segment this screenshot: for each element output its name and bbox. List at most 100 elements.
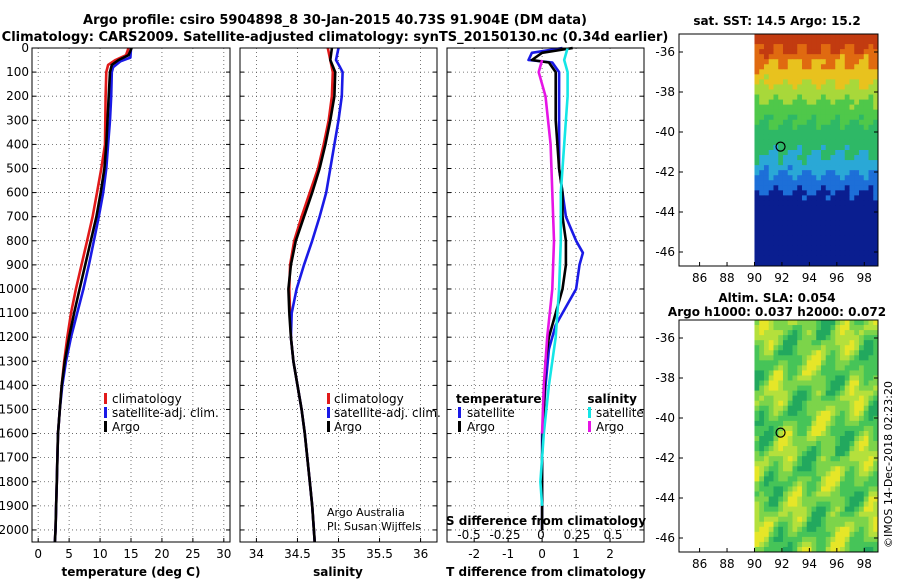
map-cell (806, 385, 812, 392)
map-cell (763, 330, 770, 336)
map-cell (849, 486, 855, 492)
map-cell (778, 260, 784, 267)
map-cell (768, 160, 774, 166)
map-cell (782, 496, 789, 502)
map-cell (811, 471, 817, 477)
map-cell (811, 144, 817, 151)
x-tick-label: 10 (92, 547, 107, 561)
map-cell (844, 486, 850, 492)
map-cell (797, 225, 803, 232)
map-cell (849, 210, 855, 216)
map-cell (825, 180, 831, 186)
map-cell (768, 541, 774, 548)
map-cell (754, 225, 760, 232)
map-cell (754, 200, 760, 206)
map-cell (873, 536, 879, 543)
map-cell (849, 39, 855, 45)
map-cell (792, 215, 798, 222)
map-cell (787, 129, 793, 136)
map-cell (844, 350, 850, 356)
map-cell (854, 390, 860, 397)
map-cell (811, 451, 817, 457)
map-cell (859, 526, 865, 533)
map-cell (844, 456, 850, 462)
map-cell (835, 260, 841, 267)
map-cell (754, 486, 760, 492)
s-diff-tick-label: -0.5 (457, 528, 480, 542)
map-cell (768, 260, 774, 267)
map-cell (759, 536, 765, 543)
map-cell (768, 119, 774, 126)
map-cell (873, 355, 879, 361)
map-cell (806, 230, 812, 237)
map-cell (820, 390, 827, 397)
map-cell (806, 430, 812, 437)
map-cell (759, 415, 765, 422)
map-cell (778, 44, 784, 50)
map-cell (811, 541, 817, 548)
map-cell (849, 124, 855, 131)
map-cell (773, 74, 779, 80)
map-cell (835, 526, 841, 533)
map-cell (873, 541, 879, 548)
map-cell (801, 476, 808, 482)
map-cell (849, 155, 855, 161)
map-cell (835, 380, 841, 386)
map-cell (792, 541, 798, 548)
map-cell (754, 124, 760, 131)
map-cell (768, 215, 774, 222)
map-cell (763, 49, 770, 55)
map-cell (754, 165, 760, 171)
map-cell (859, 150, 865, 156)
map-cell (763, 360, 770, 366)
map-cell (768, 340, 774, 346)
difference-top-xlabel: S difference from climatology (446, 514, 646, 528)
map-cell (782, 99, 789, 106)
map-cell (763, 425, 770, 432)
map-cell (873, 546, 879, 553)
map-cell (778, 486, 784, 492)
map-cell (873, 481, 879, 487)
map-cell (782, 511, 789, 518)
map-cell (854, 335, 860, 341)
map-cell (768, 170, 774, 176)
legend-mark-t-satellite (458, 407, 461, 418)
map-cell (768, 446, 774, 452)
map-cell (768, 511, 774, 518)
legend-title-temperature: temperature (456, 392, 541, 406)
map-cell (863, 84, 869, 90)
map-cell (763, 175, 770, 181)
map-cell (873, 486, 879, 492)
map-cell (839, 526, 846, 533)
map-cell (797, 350, 803, 356)
map-cell (835, 175, 841, 181)
map-cell (778, 109, 784, 116)
map-cell (863, 375, 869, 381)
map-cell (759, 185, 765, 191)
map-cell (763, 536, 770, 543)
map-cell (839, 320, 846, 326)
map-cell (816, 124, 822, 131)
map-cell (806, 531, 812, 538)
map-cell (873, 109, 879, 116)
map-cell (773, 59, 779, 65)
map-cell (801, 410, 808, 417)
map-cell (754, 39, 760, 45)
map-cell (868, 395, 874, 402)
map-cell (830, 380, 836, 386)
x-tick-label: 0 (34, 547, 42, 561)
map-cell (754, 335, 760, 341)
series-line-satellite-adj-clim- (289, 47, 344, 543)
map-cell (754, 34, 760, 40)
map-cell (778, 175, 784, 181)
map-cell (839, 516, 846, 523)
map-cell (806, 64, 812, 70)
map-cell (806, 335, 812, 341)
map-cell (816, 215, 822, 222)
map-cell (773, 420, 779, 427)
map-cell (849, 531, 855, 538)
map-cell (844, 526, 850, 533)
map-cell (835, 190, 841, 196)
map-cell (844, 496, 850, 502)
map-cell (768, 526, 774, 533)
